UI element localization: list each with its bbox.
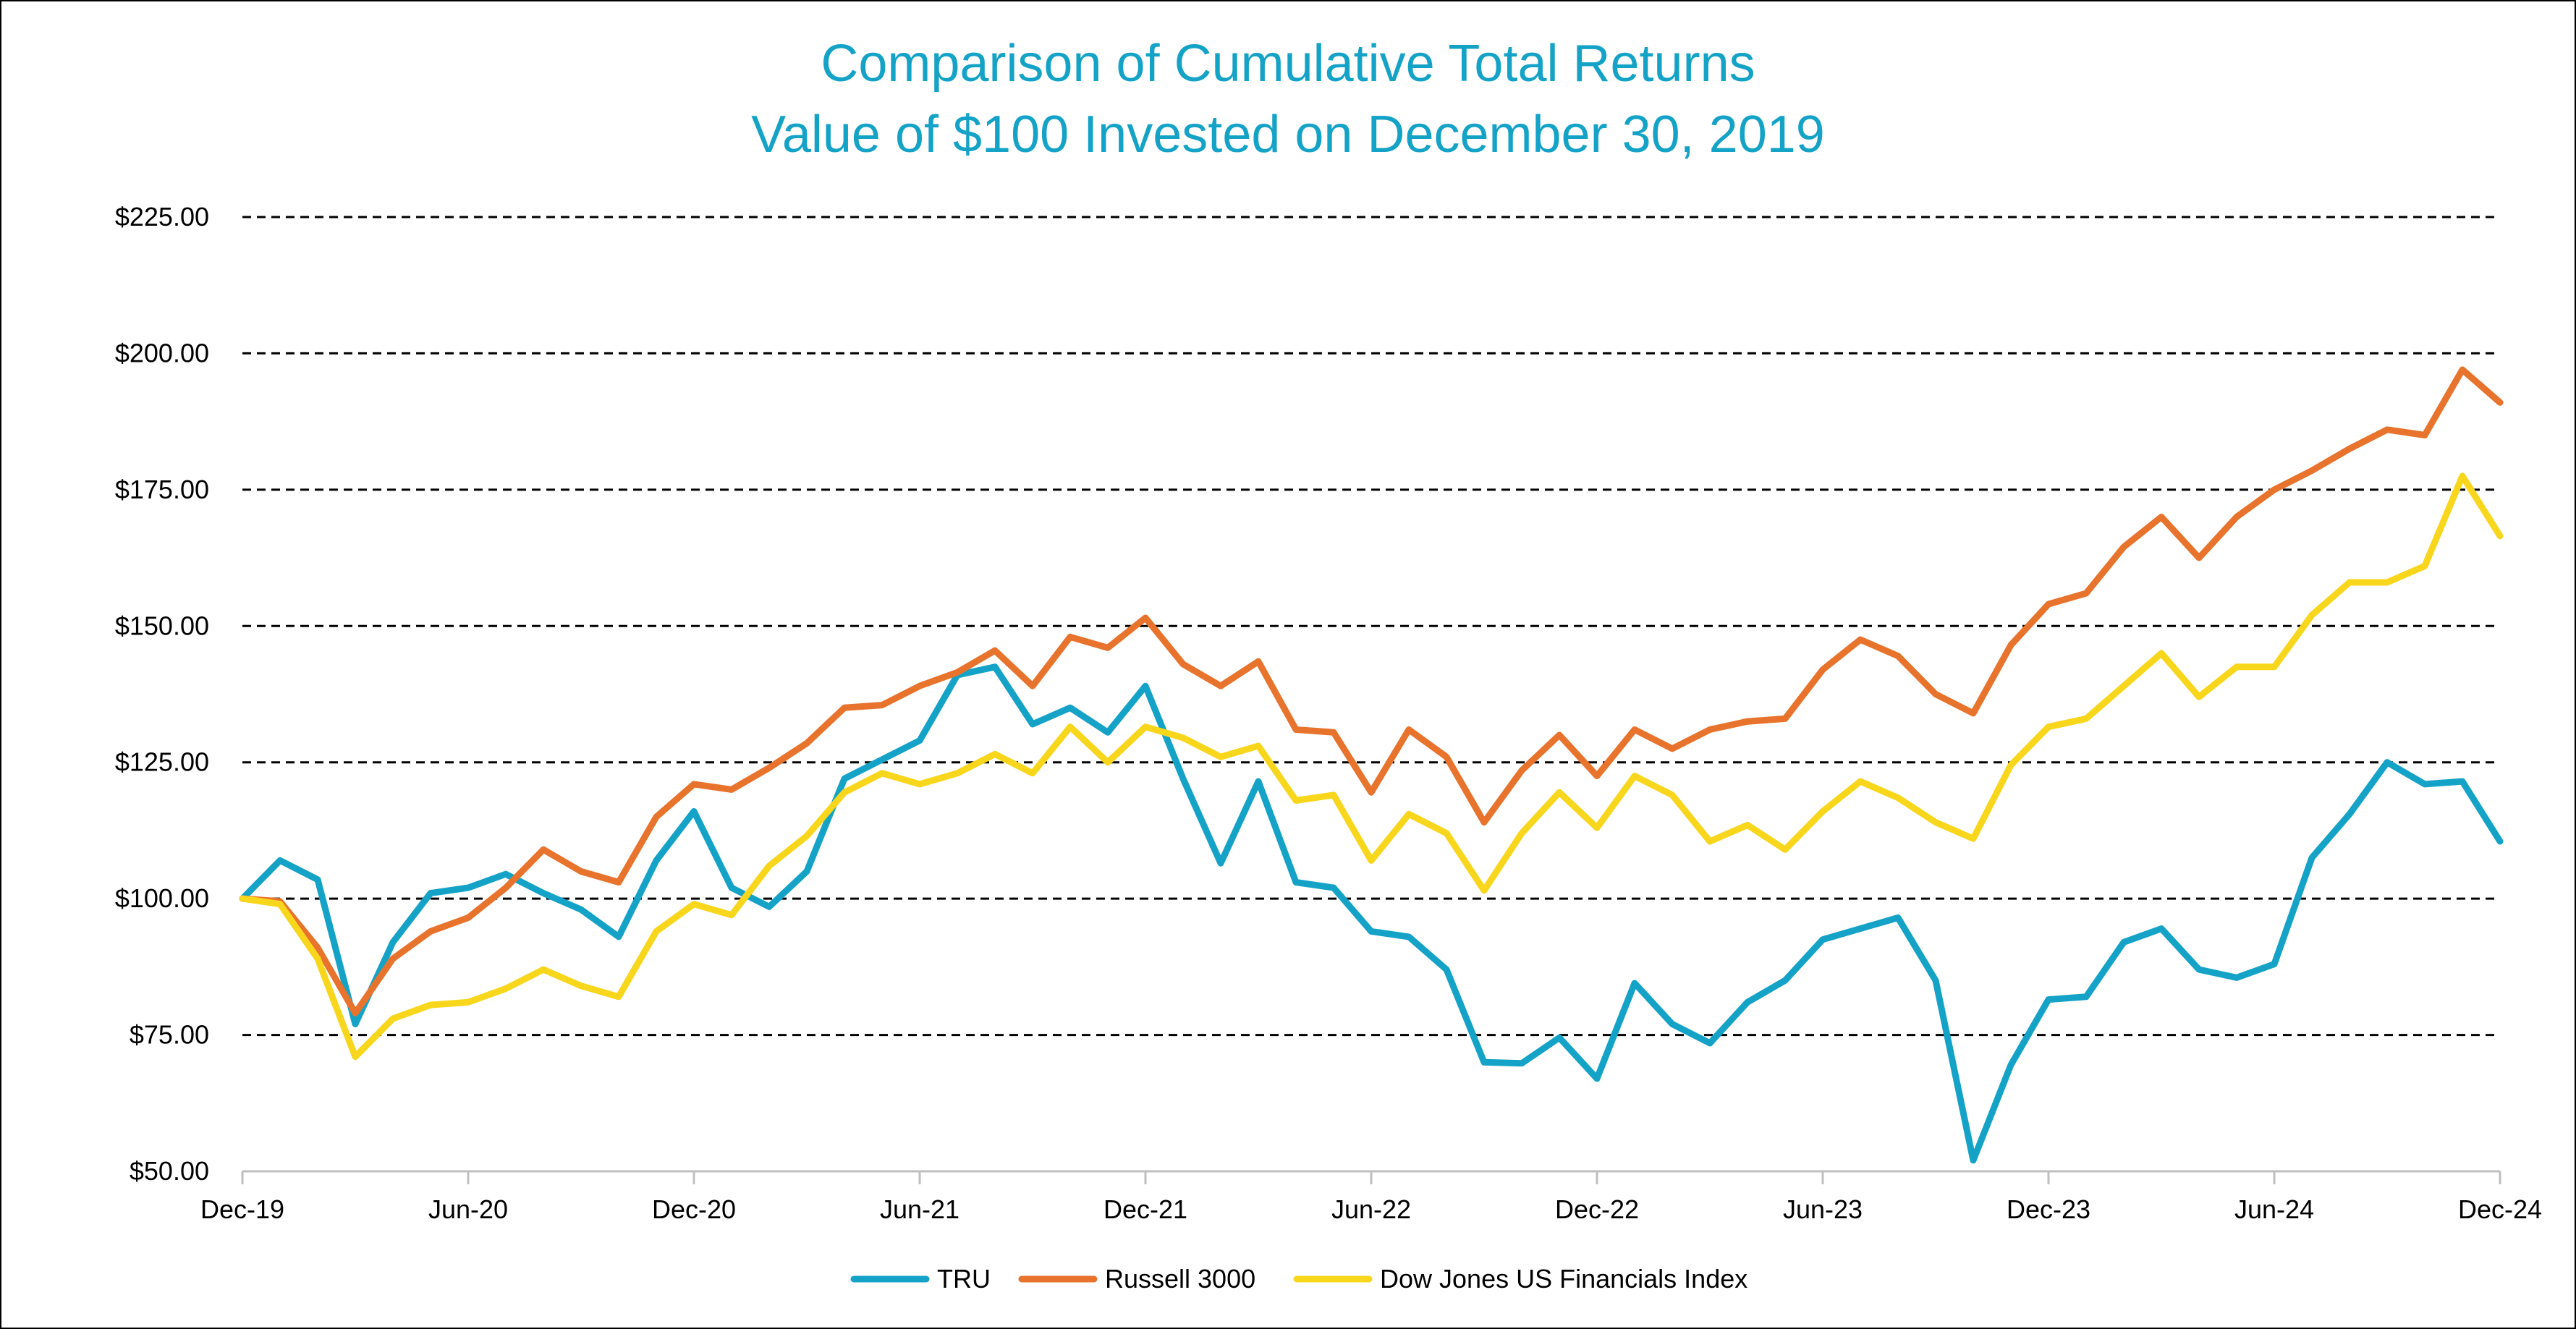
- x-tick-label: Jun-24: [2234, 1194, 2314, 1224]
- x-tick-label: Dec-19: [200, 1194, 284, 1224]
- legend-label-russell-3000: Russell 3000: [1105, 1264, 1255, 1294]
- x-tick-label: Dec-24: [2458, 1194, 2542, 1224]
- y-tick-label: $125.00: [115, 747, 209, 777]
- y-tick-label: $175.00: [115, 475, 209, 504]
- series-line-tru: [239, 663, 2504, 1164]
- chart-subtitle: Value of $100 Invested on December 30, 2…: [751, 106, 1825, 164]
- legend-label-tru: TRU: [937, 1264, 991, 1294]
- x-tick-label: Dec-23: [2007, 1194, 2090, 1224]
- y-tick-label: $75.00: [130, 1020, 209, 1050]
- legend-label-dow-jones-financials: Dow Jones US Financials Index: [1380, 1264, 1747, 1294]
- y-tick-label: $100.00: [115, 883, 209, 913]
- y-tick-label: $150.00: [115, 611, 209, 640]
- axis-layer: $50.00 $75.00 $100.00 $125.00 $150.00 $175.00…: [115, 202, 2542, 1224]
- x-tick-label: Dec-21: [1103, 1194, 1187, 1224]
- x-tick-label: Jun-22: [1331, 1194, 1411, 1224]
- y-tick-label: $50.00: [130, 1156, 209, 1186]
- x-tick-label: Jun-20: [428, 1194, 508, 1224]
- x-tick-label: Dec-20: [652, 1194, 736, 1224]
- series-layer: [239, 366, 2504, 1164]
- series-line-dow-jones-financials: [239, 472, 2504, 1061]
- x-tick-label: Dec-22: [1555, 1194, 1639, 1224]
- y-tick-label: $200.00: [115, 338, 209, 368]
- series-line-russell-3000: [239, 366, 2504, 1016]
- x-tick-label: Jun-23: [1783, 1194, 1863, 1224]
- grid-layer: [242, 216, 2500, 1037]
- y-tick-label: $225.00: [115, 202, 209, 232]
- x-tick-label: Jun-21: [880, 1194, 959, 1224]
- chart-title: Comparison of Cumulative Total Returns: [821, 35, 1755, 93]
- legend: TRU Russell 3000 Dow Jones US Financials I…: [850, 1264, 1747, 1294]
